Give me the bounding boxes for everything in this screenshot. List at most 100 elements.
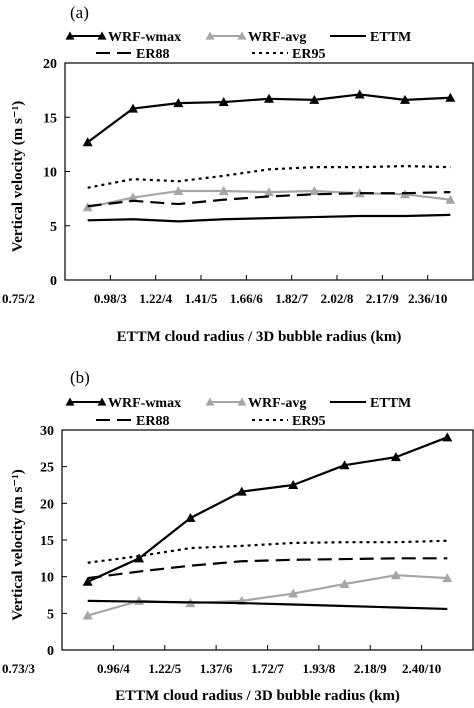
data-point [128, 103, 138, 113]
x-tick-label: 1.82/7 [275, 291, 308, 306]
data-point [134, 553, 145, 563]
data-point [339, 460, 350, 470]
legend-item: WRF-avg [205, 396, 306, 411]
data-point [309, 94, 320, 104]
data-point [288, 480, 299, 489]
panel-label: (b) [70, 368, 90, 387]
y-tick-label: 0 [47, 644, 54, 659]
series-line [87, 574, 448, 617]
legend-item: WRF-avg [205, 30, 306, 45]
legend-item: WRF-wmax [65, 396, 181, 411]
legend-label: ER88 [136, 414, 169, 429]
y-axis-title: Vertical velocity (m s⁻¹) [10, 101, 26, 252]
series-wrf-wmax [82, 432, 453, 586]
x-tick-label: 1.37/6 [200, 661, 233, 676]
legend-item: ER88 [96, 414, 169, 429]
y-tick-label: 5 [50, 220, 57, 235]
y-tick-label: 0 [50, 274, 57, 289]
data-point [128, 192, 138, 202]
y-tick-label: 30 [40, 424, 54, 439]
x-tick-label: 2.18/9 [354, 661, 387, 676]
x-tick-label: 2.02/8 [321, 291, 354, 306]
series-line [87, 191, 451, 208]
legend-marker [97, 31, 107, 40]
legend-marker [65, 31, 75, 40]
legend-marker [205, 397, 215, 406]
data-point [173, 186, 184, 196]
data-point [354, 89, 365, 99]
series-line [87, 599, 448, 611]
legend-label: ER95 [292, 414, 325, 429]
data-point [82, 576, 93, 586]
legend-marker [237, 397, 247, 406]
y-axis-title: Vertical velocity (m s⁻¹) [10, 469, 26, 620]
panel-label: (a) [70, 3, 89, 22]
legend-label: WRF-wmax [108, 30, 181, 45]
data-point [288, 588, 299, 598]
data-point [445, 92, 456, 102]
data-point [173, 98, 184, 108]
plot-area [61, 429, 474, 651]
y-tick-label: 15 [40, 534, 54, 549]
x-tick-label: 0.73/3 [2, 661, 35, 676]
x-tick-label: 0.75/2 [2, 291, 35, 306]
data-point [390, 570, 401, 580]
y-tick-label: 20 [43, 57, 57, 72]
x-tick-label: 1.22/4 [139, 291, 172, 306]
legend-item: ETTM [330, 396, 411, 411]
data-point [82, 610, 93, 620]
legend-item: ETTM [330, 30, 411, 45]
legend-marker [237, 31, 247, 40]
y-tick-label: 20 [40, 497, 54, 512]
series-er88 [87, 557, 448, 580]
legend-item: WRF-wmax [65, 30, 181, 45]
series-line [87, 164, 451, 189]
legend-label: ETTM [370, 30, 411, 45]
x-tick-label: 1.41/5 [185, 291, 218, 306]
series-wrf-avg [82, 186, 456, 212]
legend-item: ER95 [252, 414, 325, 429]
x-tick-label: 2.17/9 [366, 291, 399, 306]
series-line [87, 557, 448, 580]
x-tick-label: 1.22/5 [148, 661, 181, 676]
data-point [218, 186, 229, 196]
chart-panel-a: (a) WRF-wmax WRF-avg ETTM ER88 ER95 0 5 10 15 20 0.… [2, 3, 474, 345]
legend-item: ER88 [96, 47, 169, 62]
data-point [400, 94, 410, 104]
legend: WRF-wmax WRF-avg ETTM ER88 ER95 [65, 30, 411, 62]
series-line [87, 213, 451, 223]
data-point [264, 187, 274, 197]
data-point [445, 194, 456, 204]
legend-label: WRF-wmax [108, 396, 181, 411]
data-point [354, 188, 365, 198]
y-tick-label: 10 [40, 571, 54, 586]
legend-marker [205, 31, 215, 40]
legend-label: WRF-avg [248, 30, 306, 45]
y-tick-label: 10 [43, 166, 57, 181]
x-tick-label: 0.98/3 [94, 291, 127, 306]
x-tick-label: 1.66/6 [230, 291, 263, 306]
legend-item: ER95 [252, 47, 325, 62]
series-ettm [87, 213, 451, 223]
x-tick-label: 2.40/10 [402, 661, 441, 676]
data-point [339, 579, 350, 588]
legend-label: ER95 [292, 47, 325, 62]
series-er88 [87, 191, 451, 208]
legend: WRF-wmax WRF-avg ETTM ER88 ER95 [65, 396, 411, 429]
x-axis-title: ETTM cloud radius / 3D bubble radius (km… [115, 688, 400, 704]
legend-label: WRF-avg [248, 396, 306, 411]
data-point [82, 202, 93, 212]
data-point [309, 186, 320, 196]
data-point [236, 486, 247, 496]
data-point [442, 573, 453, 583]
chart-panel-b: (b) WRF-wmax WRF-avg ETTM ER88 ER95 0 5 10 15 20 25… [2, 368, 474, 704]
x-tick-label: 2.36/10 [408, 291, 447, 306]
y-tick-label: 5 [47, 607, 54, 622]
series-er95 [87, 164, 451, 189]
legend-marker [65, 397, 75, 406]
data-point [218, 97, 229, 107]
data-point [264, 93, 274, 103]
x-tick-label: 0.96/4 [97, 661, 130, 676]
x-axis-title: ETTM cloud radius / 3D bubble radius (km… [117, 329, 402, 345]
